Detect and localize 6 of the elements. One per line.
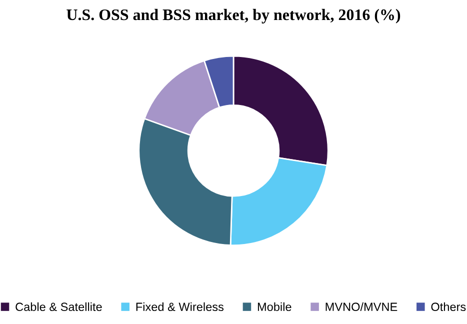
legend-label: Cable & Satellite	[16, 302, 102, 312]
legend-label: Fixed & Wireless	[136, 302, 224, 312]
legend-label: Others	[431, 302, 466, 312]
chart-title: U.S. OSS and BSS market, by network, 2016 (%)	[66, 8, 400, 24]
legend-label: Mobile	[258, 302, 292, 312]
legend-label: MVNO/MVNE	[326, 302, 398, 312]
